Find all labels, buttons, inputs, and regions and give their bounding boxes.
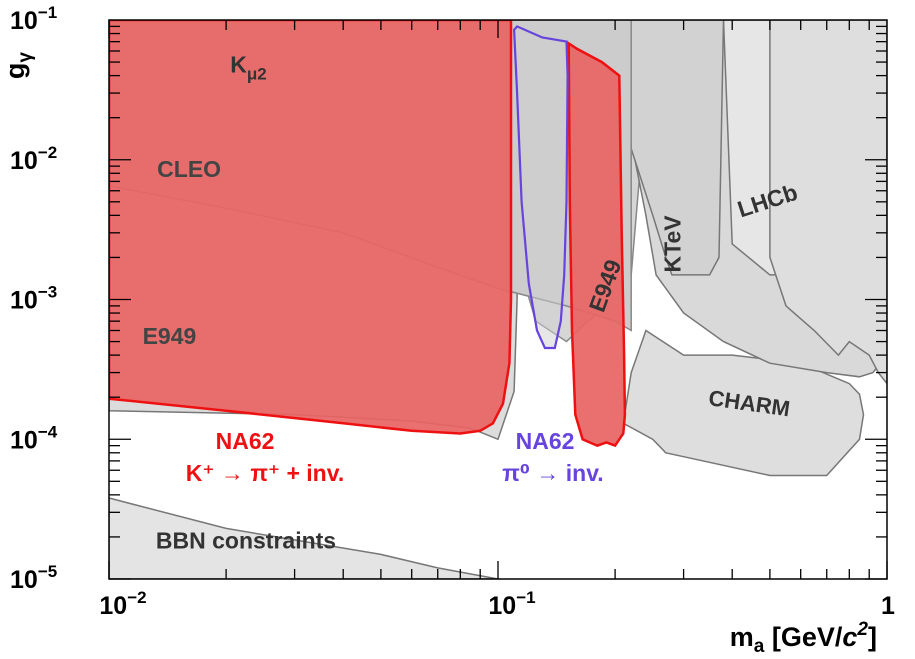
region-label-2: E949	[143, 323, 197, 349]
y-tick-label-3: 10−2	[10, 143, 57, 175]
exclusion-regions	[109, 20, 887, 579]
na62-charged-region-1	[567, 41, 627, 448]
na62-charged-region-0	[109, 20, 513, 435]
axes: 10−2 10−1 1 10−5 10−4 10−3 10−2 10−1	[10, 3, 895, 620]
y-tick-label-0: 10−5	[10, 562, 57, 594]
region-label-0: Kμ2	[230, 52, 266, 84]
region-label-4: KTeV	[660, 215, 686, 273]
na62-neutral-contour	[512, 25, 569, 350]
y-axis-title: gγ	[0, 52, 36, 80]
x-tick-label-2: 1	[881, 592, 895, 620]
region-label-1: CLEO	[157, 156, 221, 182]
x-tick-label-1: 10−1	[488, 588, 535, 620]
na62-charged-label-line2: K⁺ → π⁺ + inv.	[186, 460, 344, 486]
grey-exclusion-region-7	[769, 20, 887, 385]
grey-exclusion-region-0	[109, 497, 499, 579]
na62-neutral-label-line1: NA62	[516, 428, 575, 454]
region-label-7: BBN constraints	[156, 528, 336, 554]
na62-neutral-label-line2: π⁰ → inv.	[502, 460, 603, 486]
x-tick-label-0: 10−2	[99, 588, 146, 620]
x-axis-title: ma [GeV/c2]	[730, 619, 877, 657]
na62-charged-label-line1: NA62	[216, 428, 275, 454]
y-tick-label-4: 10−1	[10, 3, 57, 35]
y-tick-label-2: 10−3	[10, 283, 57, 315]
y-tick-label-1: 10−4	[10, 422, 58, 454]
